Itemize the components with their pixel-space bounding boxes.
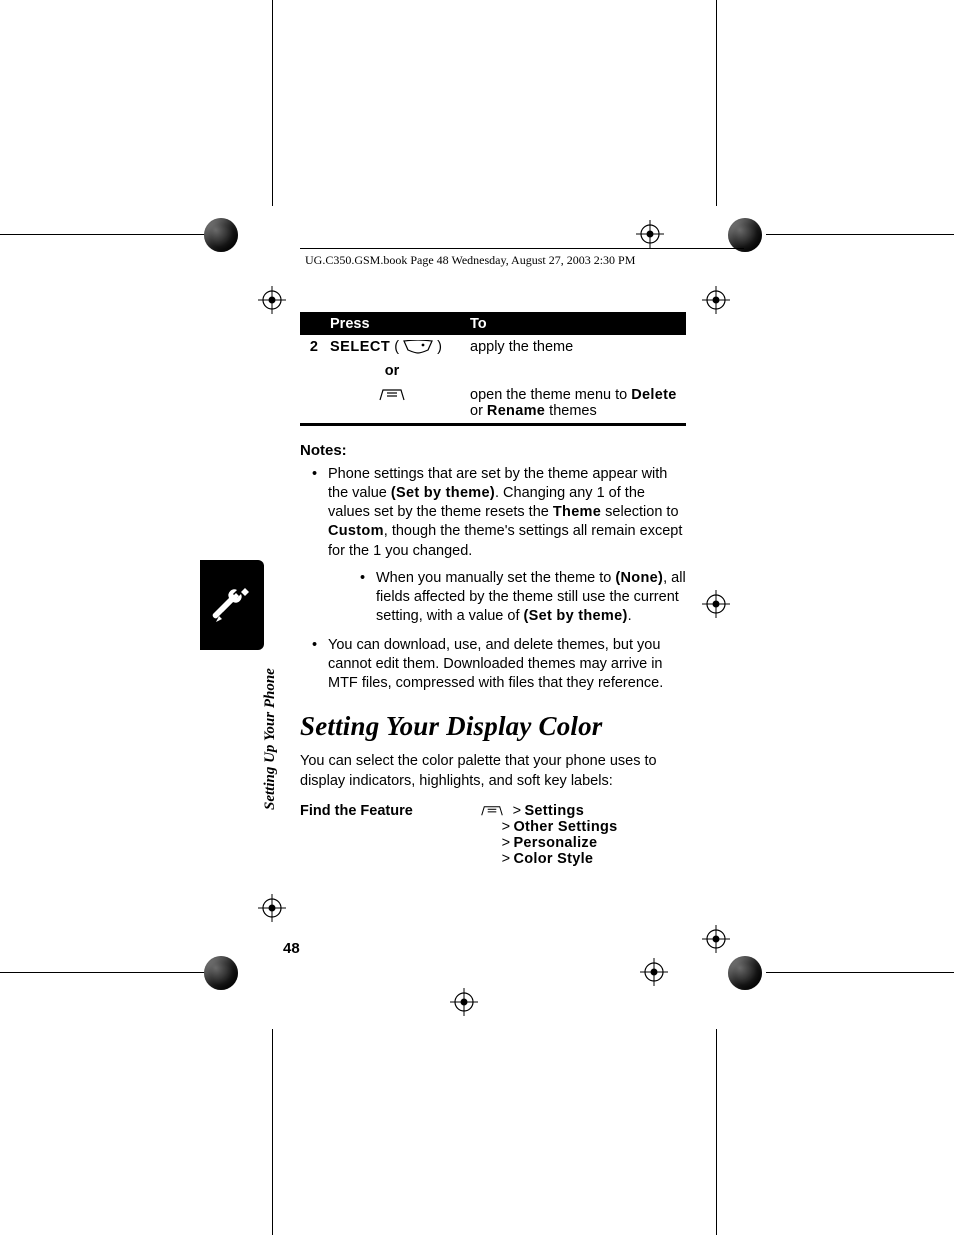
registration-crosshair [450,988,478,1016]
press-cell-menu [322,383,462,423]
table-header-blank [300,313,322,335]
registration-ball [728,956,762,990]
table-header-press: Press [322,313,462,335]
table-row-or: or [300,359,686,383]
list-item: Phone settings that are set by the theme… [300,465,686,626]
registration-crosshair [702,590,730,618]
notes-heading: Notes: [300,442,686,459]
page-content: Press To 2 SELECT ( ) apply the theme [300,312,686,867]
registration-ball [204,956,238,990]
registration-crosshair [702,286,730,314]
to-cell-open: open the theme menu to Delete or Rename … [462,383,686,423]
registration-crosshair [636,220,664,248]
page-number: 48 [283,940,300,957]
nav-path: >Settings >Other Settings >Personalize >… [480,803,618,867]
document-header: UG.C350.GSM.book Page 48 Wednesday, Augu… [305,253,635,268]
select-label: SELECT [330,339,390,355]
or-label: or [322,359,462,383]
list-item: You can download, use, and delete themes… [300,636,686,693]
press-to-table: Press To 2 SELECT ( ) apply the theme [300,313,686,423]
open-paren: ( [394,339,399,355]
registration-ball [728,218,762,252]
header-rule [300,248,744,249]
list-item: When you manually set the theme to (None… [328,569,686,626]
table-header-to: To [462,313,686,335]
notes-list: Phone settings that are set by the theme… [300,465,686,693]
registration-crosshair [702,925,730,953]
registration-ball [204,218,238,252]
registration-crosshair [258,286,286,314]
find-the-feature: Find the Feature >Settings >Other Settin… [300,803,686,867]
right-softkey-icon [403,340,433,354]
press-cell-select: SELECT ( ) [322,335,462,359]
registration-crosshair [258,894,286,922]
table-bottom-rule [300,423,686,426]
close-paren: ) [437,339,442,355]
section-tab-icon [200,560,264,650]
step-number: 2 [300,335,322,359]
section-heading: Setting Your Display Color [300,711,686,742]
menu-key-icon [480,805,504,817]
to-cell-apply: apply the theme [462,335,686,359]
table-row: 2 SELECT ( ) apply the theme [300,335,686,359]
table-row: open the theme menu to Delete or Rename … [300,383,686,423]
section-side-label: Setting Up Your Phone [262,668,279,810]
find-feature-label: Find the Feature [300,803,480,819]
registration-crosshair [640,958,668,986]
section-body: You can select the color palette that yo… [300,752,686,790]
menu-key-icon [378,388,406,402]
